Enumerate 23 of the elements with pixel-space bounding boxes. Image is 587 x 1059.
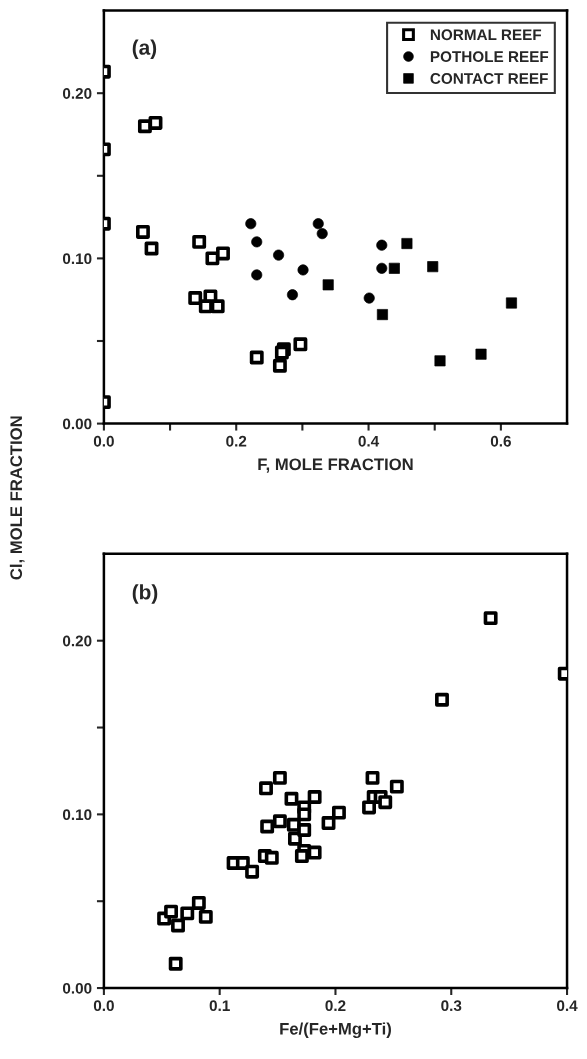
x-tick-label: 0.0 (93, 1000, 114, 1012)
y-tick-label: 0.10 (62, 809, 92, 821)
y-tick-label: 0.10 (62, 253, 92, 265)
annotation: (b) (132, 584, 158, 604)
x-tick-label: 0.2 (325, 1000, 346, 1012)
y-tick-label: 0.20 (62, 635, 92, 647)
annotation: (a) (132, 39, 157, 59)
x-tick-label: 0.2 (226, 435, 247, 447)
x-tick-label: 0.1 (209, 1000, 230, 1012)
legend-label: CONTACT REEF (430, 73, 548, 84)
x-tick-label: 0.4 (557, 1000, 578, 1012)
x-tick-label: 0.3 (441, 1000, 462, 1012)
y-axis-title: Cl, MOLE FRACTION (9, 416, 25, 580)
x-tick-label: 0.0 (93, 435, 114, 447)
x-axis-title: Fe/(Fe+Mg+Ti) (280, 1022, 391, 1039)
legend-label: NORMAL REEF (430, 29, 542, 41)
legend-label: POTHOLE REEF (430, 51, 549, 63)
x-tick-label: 0.6 (490, 435, 511, 447)
x-axis-title: F, MOLE FRACTION (258, 458, 413, 473)
y-tick-label: 0.20 (62, 88, 92, 99)
y-tick-label: 0.00 (62, 418, 92, 430)
y-tick-label: 0.00 (62, 982, 92, 994)
x-tick-label: 0.4 (358, 435, 380, 447)
